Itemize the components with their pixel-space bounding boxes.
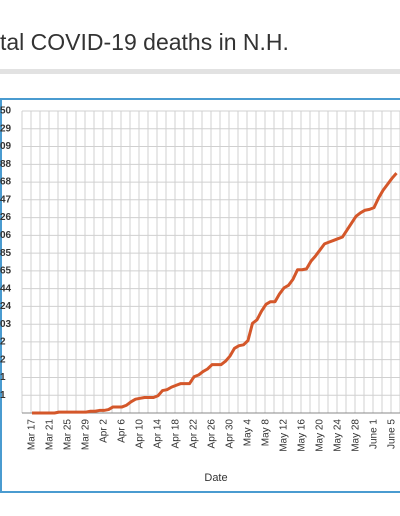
x-tick-label: Apr 14 bbox=[153, 419, 164, 449]
x-tick-label: Apr 2 bbox=[99, 419, 110, 443]
x-tick-label: Apr 30 bbox=[225, 419, 236, 449]
x-tick-label: June 5 bbox=[387, 419, 398, 449]
x-tick-label: Mar 29 bbox=[81, 419, 92, 451]
x-tick-label: Apr 10 bbox=[135, 419, 146, 449]
x-tick-label: Mar 21 bbox=[45, 419, 56, 451]
y-tick-label: 1 bbox=[0, 390, 6, 401]
y-tick-label: 09 bbox=[0, 141, 12, 152]
x-tick-label: Mar 25 bbox=[63, 419, 74, 451]
y-tick-label: 85 bbox=[0, 248, 12, 259]
y-tick-label: 1 bbox=[0, 372, 6, 383]
y-tick-label: 44 bbox=[0, 283, 12, 294]
x-tick-label: June 1 bbox=[369, 419, 380, 449]
y-tick-label: 24 bbox=[0, 301, 12, 312]
x-tick-label: May 4 bbox=[243, 419, 254, 447]
x-tick-label: Apr 22 bbox=[189, 419, 200, 449]
chart-title: tal COVID-19 deaths in N.H. bbox=[0, 29, 289, 55]
x-tick-label: Apr 26 bbox=[207, 419, 218, 449]
y-tick-label: 29 bbox=[0, 123, 12, 134]
x-tick-label: May 24 bbox=[333, 419, 344, 452]
y-tick-label: 65 bbox=[0, 266, 12, 277]
x-axis-label: Date bbox=[204, 472, 227, 484]
x-tick-label: Apr 18 bbox=[171, 419, 182, 449]
y-tick-label: 88 bbox=[0, 159, 12, 170]
y-tick-label: 68 bbox=[0, 177, 12, 188]
x-tick-label: May 28 bbox=[351, 419, 362, 452]
y-tick-label: 2 bbox=[0, 337, 6, 348]
x-tick-label: May 12 bbox=[279, 419, 290, 452]
x-tick-label: Mar 17 bbox=[27, 419, 38, 451]
x-tick-label: May 16 bbox=[297, 419, 308, 452]
y-tick-label: 2 bbox=[0, 354, 6, 365]
x-tick-label: May 20 bbox=[315, 419, 326, 452]
y-tick-label: 03 bbox=[0, 319, 12, 330]
x-tick-label: Apr 6 bbox=[117, 419, 128, 443]
separator bbox=[0, 69, 400, 74]
y-tick-label: 06 bbox=[0, 230, 12, 241]
y-tick-label: 47 bbox=[0, 194, 12, 205]
data-line bbox=[32, 172, 398, 415]
x-tick-label: May 8 bbox=[261, 419, 272, 447]
y-tick-label: 50 bbox=[0, 106, 12, 117]
y-tick-label: 26 bbox=[0, 212, 12, 223]
